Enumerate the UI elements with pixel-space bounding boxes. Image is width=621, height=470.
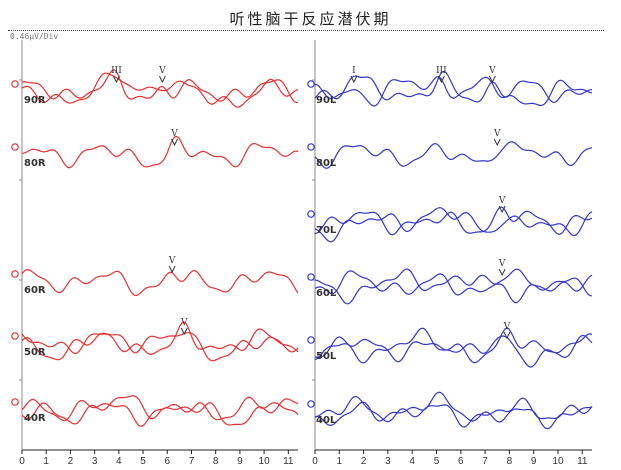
right-trace-waveform <box>21 396 299 427</box>
peak-marker <box>488 75 496 84</box>
peak-label: III <box>111 66 122 76</box>
right-x-tick-label: 8 <box>213 456 219 467</box>
peak-label: V <box>498 196 506 206</box>
right-x-tick-label: 10 <box>259 456 271 467</box>
right-trace-label: 80R <box>24 158 46 169</box>
right-x-tick-label: 2 <box>68 456 74 467</box>
right-x-tick-label: 0 <box>19 456 25 467</box>
left-x-tick-label: 6 <box>458 456 464 467</box>
left-trace-waveform <box>314 268 593 296</box>
left-trace-waveform <box>314 141 593 169</box>
left-trace-waveform <box>314 391 593 430</box>
peak-marker <box>503 331 511 340</box>
peak-marker <box>168 265 176 274</box>
left-trace-waveform <box>314 207 593 243</box>
left-trace-waveform <box>314 70 593 103</box>
right-trace-start-marker <box>11 80 19 88</box>
left-x-tick-label: 5 <box>434 456 440 467</box>
peak-marker <box>180 327 188 336</box>
peak-marker <box>171 138 178 147</box>
left-trace-start-marker <box>307 336 315 344</box>
left-trace-start-marker <box>307 143 315 151</box>
left-trace-waveform <box>314 76 593 107</box>
peak-marker <box>437 75 445 84</box>
peak-label: V <box>168 256 176 266</box>
peak-label: V <box>180 318 188 328</box>
left-trace-waveform <box>314 327 593 368</box>
peak-marker <box>493 138 501 147</box>
left-x-tick-label: 7 <box>482 456 488 467</box>
left-x-tick-label: 10 <box>552 456 564 467</box>
left-trace-label: 90L <box>316 95 337 106</box>
peak-label: V <box>170 129 178 139</box>
peak-label: V <box>503 322 511 332</box>
right-trace-waveform <box>21 69 299 104</box>
left-x-tick-label: 9 <box>531 456 537 467</box>
right-trace-label: 90R <box>24 95 46 106</box>
left-x-tick-label: 11 <box>577 456 588 467</box>
peak-label: V <box>498 259 506 269</box>
right-trace-start-marker <box>11 332 19 340</box>
title-divider <box>8 30 604 31</box>
peak-marker <box>350 75 358 84</box>
left-x-tick-label: 8 <box>507 456 513 467</box>
left-trace-waveform <box>314 395 593 428</box>
right-trace-waveform <box>21 395 299 426</box>
left-trace-label: 80L <box>316 158 337 169</box>
right-trace-label: 60R <box>24 285 46 296</box>
right-trace-label: 40R <box>24 413 46 424</box>
left-x-tick-label: 4 <box>409 456 415 467</box>
left-trace-start-marker <box>307 210 315 218</box>
right-x-tick-label: 7 <box>189 456 195 467</box>
left-trace-start-marker <box>307 400 315 408</box>
left-x-tick-label: 1 <box>337 456 343 467</box>
right-trace-start-marker <box>11 270 19 278</box>
left-trace-waveform <box>314 206 593 236</box>
right-x-tick-label: 9 <box>237 456 243 467</box>
left-x-tick-label: 0 <box>312 456 318 467</box>
right-trace-waveform <box>21 72 299 108</box>
peak-marker <box>498 205 506 214</box>
page-title: 听性脑干反应潜伏期 <box>229 10 392 28</box>
right-x-tick-label: 1 <box>43 456 49 467</box>
left-trace-start-marker <box>307 273 315 281</box>
left-trace-label: 60L <box>316 288 337 299</box>
peak-label: V <box>493 129 501 139</box>
peak-label: I <box>352 66 356 76</box>
right-trace-label: 50R <box>24 347 46 358</box>
right-trace-waveform <box>21 268 299 297</box>
peak-label: V <box>488 66 496 76</box>
right-trace-waveform <box>21 321 299 355</box>
left-trace-waveform <box>314 268 593 305</box>
peak-marker <box>158 75 166 84</box>
left-trace-label: 70L <box>316 225 337 236</box>
right-trace-waveform <box>21 332 299 362</box>
peak-marker <box>112 75 120 84</box>
peak-marker <box>498 268 506 277</box>
right-x-tick-label: 4 <box>116 456 122 467</box>
right-x-tick-label: 5 <box>140 456 146 467</box>
right-x-tick-label: 11 <box>283 456 294 467</box>
right-trace-waveform <box>21 135 299 169</box>
amplitude-scale-label: 0.46μV/Div <box>10 32 59 41</box>
right-trace-start-marker <box>11 398 19 406</box>
left-x-tick-label: 2 <box>361 456 367 467</box>
left-x-tick-label: 3 <box>385 456 391 467</box>
right-x-tick-label: 3 <box>92 456 98 467</box>
left-trace-start-marker <box>307 80 315 88</box>
left-trace-label: 40L <box>316 415 337 426</box>
right-x-tick-label: 6 <box>164 456 170 467</box>
peak-label: V <box>158 66 166 76</box>
left-trace-label: 50L <box>316 351 337 362</box>
peak-label: III <box>436 66 447 76</box>
right-trace-start-marker <box>11 143 19 151</box>
